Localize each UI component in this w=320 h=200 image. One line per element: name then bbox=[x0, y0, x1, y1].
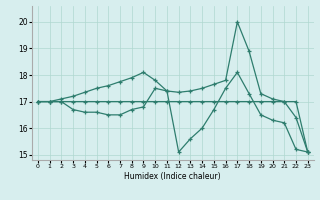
X-axis label: Humidex (Indice chaleur): Humidex (Indice chaleur) bbox=[124, 172, 221, 181]
